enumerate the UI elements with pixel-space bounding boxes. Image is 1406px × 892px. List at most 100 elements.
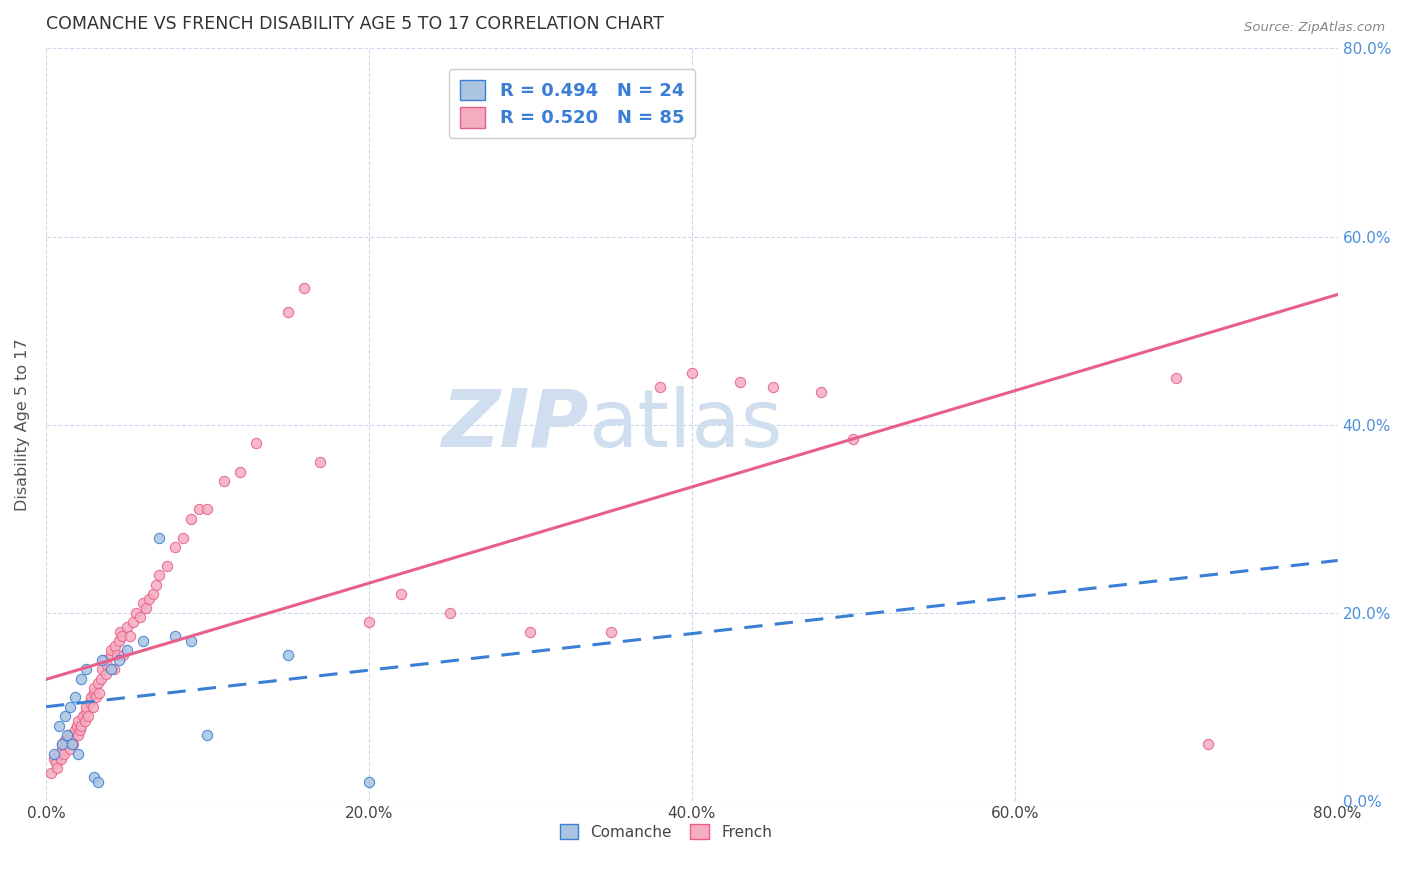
Point <box>104 639 127 653</box>
Point <box>648 380 671 394</box>
Point <box>128 610 150 624</box>
Point <box>439 606 461 620</box>
Point <box>148 568 170 582</box>
Point <box>91 662 114 676</box>
Point <box>1198 738 1220 752</box>
Point <box>728 376 751 390</box>
Point <box>51 738 73 752</box>
Text: ZIP: ZIP <box>441 385 589 464</box>
Point <box>60 738 83 752</box>
Point <box>277 305 299 319</box>
Point <box>96 657 118 672</box>
Point <box>125 606 148 620</box>
Point <box>51 742 73 756</box>
Point <box>69 723 91 738</box>
Point <box>62 738 84 752</box>
Point <box>138 591 160 606</box>
Point <box>51 738 73 752</box>
Point <box>56 728 79 742</box>
Point <box>197 728 219 742</box>
Point <box>48 718 70 732</box>
Y-axis label: Disability Age 5 to 17: Disability Age 5 to 17 <box>15 338 30 511</box>
Point <box>39 765 62 780</box>
Point <box>75 705 97 719</box>
Point <box>66 718 89 732</box>
Point <box>112 648 135 662</box>
Point <box>53 709 76 723</box>
Point <box>180 512 202 526</box>
Point <box>52 747 75 761</box>
Point <box>761 380 783 394</box>
Point <box>309 455 332 469</box>
Point <box>277 648 299 662</box>
Point <box>519 624 541 639</box>
Point <box>212 474 235 488</box>
Point <box>132 634 155 648</box>
Point <box>600 624 623 639</box>
Point <box>148 531 170 545</box>
Point <box>681 366 703 380</box>
Legend: Comanche, French: Comanche, French <box>554 818 778 846</box>
Point <box>89 686 111 700</box>
Point <box>107 634 129 648</box>
Point <box>67 747 90 761</box>
Point <box>100 662 122 676</box>
Point <box>103 662 125 676</box>
Text: COMANCHE VS FRENCH DISABILITY AGE 5 TO 17 CORRELATION CHART: COMANCHE VS FRENCH DISABILITY AGE 5 TO 1… <box>46 15 664 33</box>
Point <box>42 751 65 765</box>
Point <box>115 620 138 634</box>
Point <box>72 709 94 723</box>
Point <box>73 714 96 728</box>
Point <box>245 436 267 450</box>
Point <box>53 732 76 747</box>
Point <box>48 747 70 761</box>
Point <box>75 662 97 676</box>
Point <box>1166 370 1188 384</box>
Point <box>357 615 380 630</box>
Point <box>59 732 82 747</box>
Point <box>141 587 163 601</box>
Point <box>79 695 101 709</box>
Text: Source: ZipAtlas.com: Source: ZipAtlas.com <box>1244 21 1385 34</box>
Point <box>91 653 114 667</box>
Point <box>49 751 72 765</box>
Point <box>105 648 128 662</box>
Point <box>842 432 865 446</box>
Point <box>77 709 100 723</box>
Point <box>63 690 86 705</box>
Text: atlas: atlas <box>589 385 783 464</box>
Point <box>86 676 108 690</box>
Point <box>115 643 138 657</box>
Point <box>67 728 90 742</box>
Point <box>75 699 97 714</box>
Point <box>67 714 90 728</box>
Point <box>46 761 69 775</box>
Point <box>42 747 65 761</box>
Point <box>188 502 211 516</box>
Point <box>156 558 179 573</box>
Point <box>122 615 145 630</box>
Point <box>111 629 134 643</box>
Point <box>59 699 82 714</box>
Point <box>63 723 86 738</box>
Point <box>94 667 117 681</box>
Point <box>93 653 115 667</box>
Point <box>59 742 82 756</box>
Point <box>60 728 83 742</box>
Point <box>180 634 202 648</box>
Point <box>357 775 380 789</box>
Point <box>80 690 103 705</box>
Point <box>58 728 80 742</box>
Point <box>110 624 132 639</box>
Point <box>70 718 93 732</box>
Point <box>135 601 157 615</box>
Point <box>107 653 129 667</box>
Point <box>70 672 93 686</box>
Point <box>83 686 105 700</box>
Point <box>197 502 219 516</box>
Point <box>100 643 122 657</box>
Point <box>165 540 187 554</box>
Point <box>165 629 187 643</box>
Point <box>100 648 122 662</box>
Point <box>56 738 79 752</box>
